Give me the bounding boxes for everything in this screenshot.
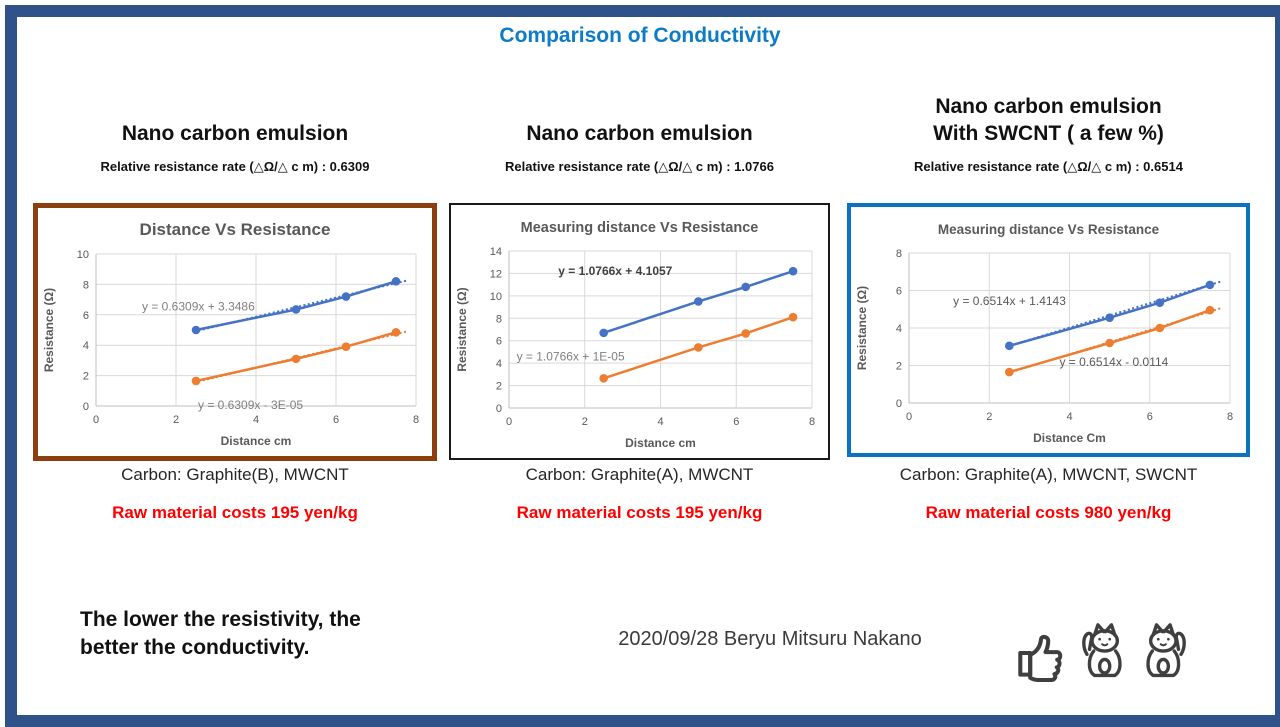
heading-line-1: Nano carbon emulsion	[935, 95, 1162, 118]
svg-text:y = 0.6514x - 0.0114: y = 0.6514x - 0.0114	[1059, 355, 1168, 369]
chart-frame-brown: 0 2 4 6 8 10 0 2 4 6 8 Distance Vs Resistance Distan…	[33, 203, 437, 461]
svg-text:y = 1.0766x + 4.1057: y = 1.0766x + 4.1057	[558, 264, 672, 278]
svg-text:Resistance (Ω): Resistance (Ω)	[42, 288, 56, 372]
svg-text:4: 4	[1066, 411, 1072, 423]
maneki-neko-icon	[1082, 623, 1122, 678]
heading-line-1: Nano carbon emulsion	[526, 122, 753, 145]
svg-text:8: 8	[809, 416, 815, 428]
svg-text:2: 2	[582, 416, 588, 428]
svg-text:8: 8	[83, 279, 89, 291]
svg-text:2: 2	[173, 414, 179, 426]
svg-text:Distance Vs Resistance: Distance Vs Resistance	[140, 220, 331, 239]
svg-text:14: 14	[490, 246, 502, 258]
svg-text:2: 2	[496, 381, 502, 393]
svg-text:2: 2	[83, 371, 89, 383]
svg-text:y = 0.6514x + 1.4143: y = 0.6514x + 1.4143	[953, 294, 1066, 308]
svg-text:10: 10	[77, 249, 89, 261]
svg-text:0: 0	[896, 398, 902, 410]
chart-distance-vs-resistance-1: 0 2 4 6 8 10 0 2 4 6 8 Distance Vs Resistance Distan…	[38, 208, 432, 456]
svg-text:6: 6	[896, 286, 902, 298]
svg-text:Resistance (Ω): Resistance (Ω)	[855, 286, 869, 370]
chart-distance-vs-resistance-3: 0 2 4 6 8 0 2 4 6 8 Measuring distance Vs Resistan…	[851, 207, 1246, 453]
chart-frame-blue: 0 2 4 6 8 0 2 4 6 8 Measuring distance Vs Resistan…	[847, 203, 1250, 457]
raw-material-cost-label: Raw material costs 980 yen/kg	[925, 503, 1172, 522]
svg-text:0: 0	[496, 403, 502, 415]
svg-text:2: 2	[986, 411, 992, 423]
svg-text:0: 0	[93, 414, 99, 426]
svg-text:0: 0	[506, 416, 512, 428]
svg-text:y = 0.6309x - 3E-05: y = 0.6309x - 3E-05	[198, 398, 303, 412]
svg-text:0: 0	[906, 411, 912, 423]
svg-text:6: 6	[333, 414, 339, 426]
svg-text:Distance cm: Distance cm	[625, 436, 696, 450]
svg-text:Distance Cm: Distance Cm	[1033, 431, 1106, 445]
heading-line-1: Nano carbon emulsion	[121, 122, 349, 145]
svg-text:0: 0	[83, 401, 89, 413]
conclusion-note: The lower the resistivity, the better th…	[80, 606, 500, 662]
maneki-neko-icon	[1146, 623, 1186, 678]
svg-text:Resistance (Ω): Resistance (Ω)	[455, 287, 469, 371]
svg-text:8: 8	[896, 248, 902, 260]
raw-material-cost-label: Raw material costs 195 yen/kg	[112, 503, 358, 522]
carbon-composition-label: Carbon: Graphite(A), MWCNT	[525, 465, 754, 484]
footer-icons	[1014, 620, 1192, 682]
carbon-composition-label: Carbon: Graphite(B), MWCNT	[121, 465, 349, 484]
svg-text:10: 10	[490, 291, 502, 303]
svg-text:Measuring distance Vs Resistan: Measuring distance Vs Resistance	[938, 222, 1160, 237]
raw-material-cost-label: Raw material costs 195 yen/kg	[516, 503, 763, 522]
column-heading: Nano carbon emulsion	[449, 85, 830, 147]
svg-text:Measuring distance Vs Resistan: Measuring distance Vs Resistance	[521, 220, 759, 236]
relative-resistance-rate: Relative resistance rate (△Ω/△ c m) : 1.…	[505, 159, 774, 174]
svg-text:4: 4	[896, 323, 902, 335]
svg-text:6: 6	[733, 416, 739, 428]
heading-line-2: With SWCNT ( a few %)	[933, 122, 1164, 145]
svg-text:4: 4	[253, 414, 259, 426]
svg-text:2: 2	[896, 361, 902, 373]
svg-text:y = 0.6309x + 3.3486: y = 0.6309x + 3.3486	[142, 299, 255, 313]
svg-text:4: 4	[83, 340, 89, 352]
date-author-credit: 2020/09/28 Beryu Mitsuru Nakano	[618, 628, 922, 650]
svg-text:8: 8	[1227, 411, 1233, 423]
svg-text:4: 4	[496, 358, 502, 370]
svg-text:y = 1.0766x + 1E-05: y = 1.0766x + 1E-05	[517, 349, 625, 363]
column-heading: Nano carbon emulsion With SWCNT ( a few …	[847, 85, 1250, 147]
chart-distance-vs-resistance-2: 0 2 4 6 8 10 12 14 0 2 4 6 8 Measuring distance Vs Re…	[451, 205, 828, 458]
slide-title: Comparison of Conductivity	[499, 24, 781, 47]
svg-text:6: 6	[1147, 411, 1153, 423]
svg-text:12: 12	[490, 268, 502, 280]
relative-resistance-rate: Relative resistance rate (△Ω/△ c m) : 0.…	[914, 159, 1183, 174]
svg-text:8: 8	[413, 414, 419, 426]
chart-frame-black: 0 2 4 6 8 10 12 14 0 2 4 6 8 Measuring distance Vs Re…	[449, 203, 830, 460]
carbon-composition-label: Carbon: Graphite(A), MWCNT, SWCNT	[899, 465, 1198, 484]
svg-text:8: 8	[496, 313, 502, 325]
thumbs-up-icon	[1018, 634, 1063, 682]
svg-text:6: 6	[496, 336, 502, 348]
svg-text:Distance cm: Distance cm	[221, 434, 292, 448]
column-heading: Nano carbon emulsion	[33, 85, 437, 147]
relative-resistance-rate: Relative resistance rate (△Ω/△ c m) : 0.…	[100, 159, 370, 174]
svg-text:4: 4	[657, 416, 663, 428]
note-line-1: The lower the resistivity, the	[80, 608, 361, 631]
note-line-2: better the conductivity.	[80, 636, 310, 659]
svg-text:6: 6	[83, 310, 89, 322]
